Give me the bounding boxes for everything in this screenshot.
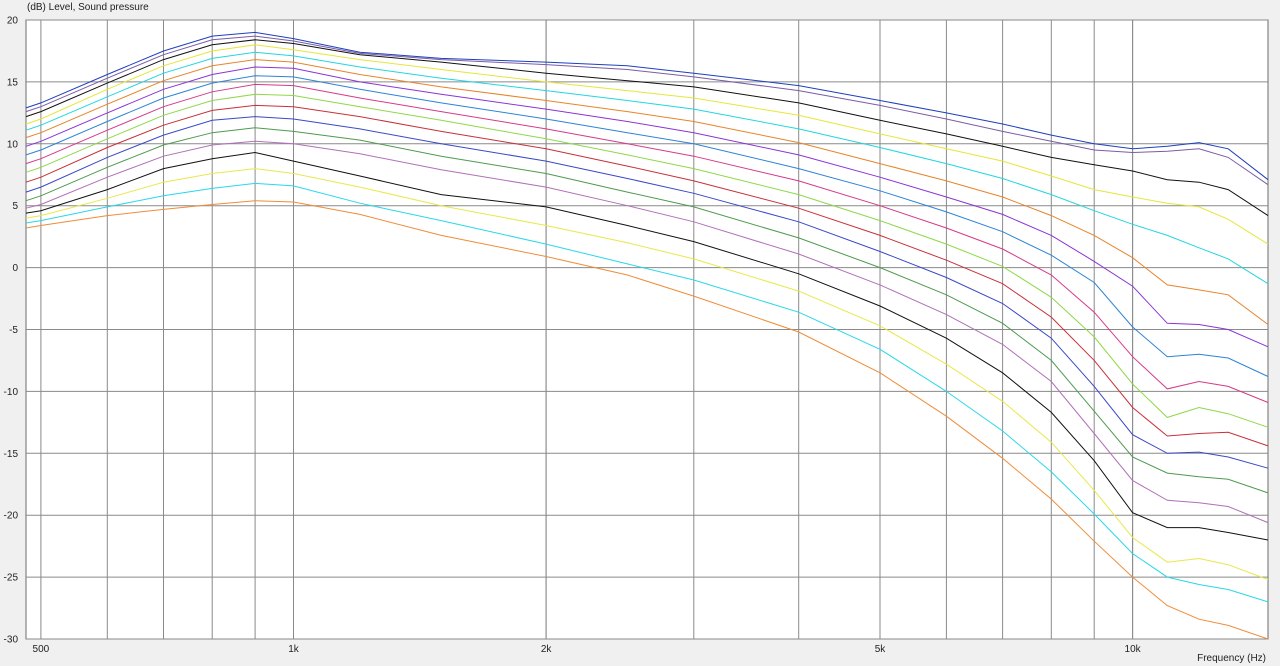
response-curve-9: [25, 83, 1269, 403]
response-curve-1: [25, 31, 1269, 181]
x-tick-label: 5k: [875, 644, 887, 655]
y-tick-label: -25: [4, 573, 19, 584]
curves: [25, 31, 1269, 640]
y-tick-label: 0: [12, 263, 18, 274]
response-curve-16: [25, 168, 1269, 581]
response-curve-4: [25, 44, 1269, 245]
x-tick-label: 500: [33, 644, 50, 655]
x-tick-label: 1k: [288, 644, 300, 655]
x-tick-label: 2k: [541, 644, 553, 655]
response-curve-8: [25, 75, 1269, 377]
y-tick-label: -5: [9, 325, 18, 336]
response-curve-17: [25, 182, 1269, 603]
response-curve-2: [25, 35, 1269, 186]
response-curve-15: [25, 151, 1269, 541]
response-curve-18: [25, 200, 1269, 640]
x-axis-title: Frequency (Hz): [1197, 653, 1266, 664]
y-tick-label: -30: [4, 635, 19, 646]
y-axis-ticks: 20 15 10 5 0 -5 -10 -15 -20 -25 -30: [4, 16, 19, 646]
y-tick-label: 10: [7, 139, 19, 150]
response-curve-11: [25, 104, 1269, 447]
response-curve-10: [25, 93, 1269, 428]
y-tick-label: 15: [7, 77, 19, 88]
y-tick-label: -15: [4, 449, 19, 460]
y-tick-label: 20: [7, 16, 19, 27]
x-tick-label: 10k: [1125, 644, 1142, 655]
response-curve-14: [25, 140, 1269, 524]
y-tick-label: 5: [12, 201, 18, 212]
y-tick-label: -20: [4, 511, 19, 522]
response-curve-5: [25, 51, 1269, 285]
y-tick-label: -10: [4, 387, 19, 398]
response-curve-7: [25, 66, 1269, 348]
response-curve-3: [25, 39, 1269, 217]
response-curve-13: [25, 127, 1269, 494]
response-curve-6: [25, 59, 1269, 325]
response-curve-12: [25, 116, 1269, 469]
grid: [26, 19, 1268, 640]
x-axis-ticks: 500 1k 2k 5k 10k: [33, 644, 1142, 655]
y-axis-title: (dB) Level, Sound pressure: [27, 2, 149, 13]
